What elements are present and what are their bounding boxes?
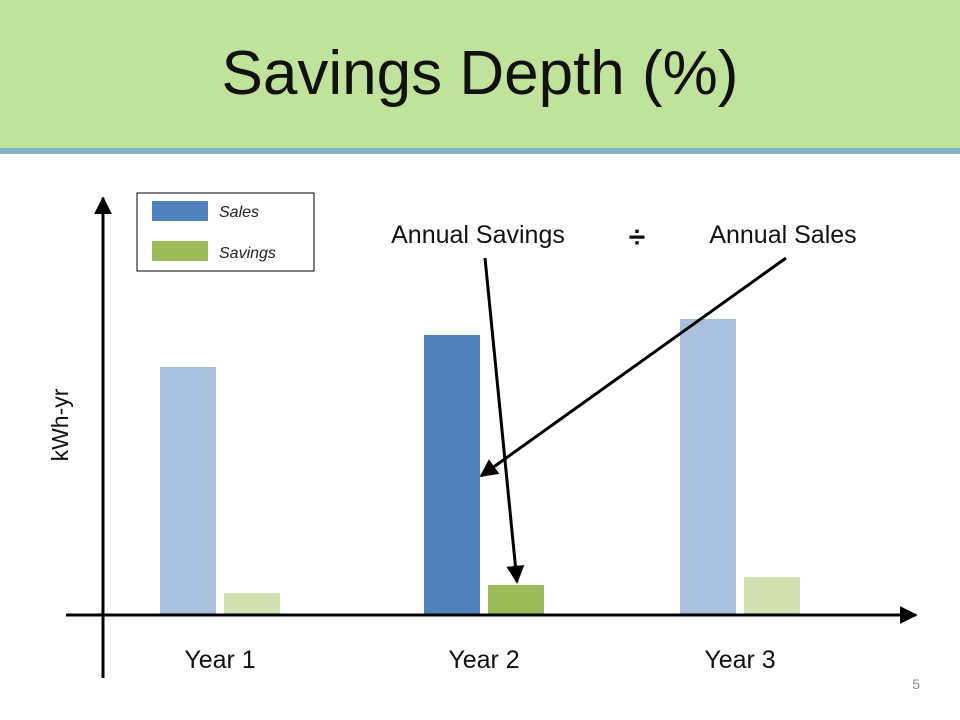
legend: Sales Savings xyxy=(136,192,315,272)
bar-sales-year-3 xyxy=(680,319,736,615)
bar-savings-year-1 xyxy=(224,593,280,615)
legend-swatch-savings xyxy=(152,241,208,261)
x-tick-label: Year 2 xyxy=(448,646,519,674)
bar-sales-year-2 xyxy=(424,335,480,615)
title-band xyxy=(0,0,960,148)
annual-savings-annotation: Annual Savings xyxy=(391,221,565,249)
bar-sales-year-1 xyxy=(160,367,216,615)
legend-label-savings: Savings xyxy=(219,245,276,262)
title-divider xyxy=(0,148,960,154)
divide-icon: ÷ xyxy=(629,221,645,254)
bar-savings-year-2 xyxy=(488,585,544,615)
x-tick-label: Year 3 xyxy=(704,646,775,674)
slide-title: Savings Depth (%) xyxy=(221,39,739,108)
slide-number: 5 xyxy=(912,676,920,692)
legend-label-sales: Sales xyxy=(219,204,259,221)
legend-swatch-sales xyxy=(152,201,208,221)
sales-pointer-arrow xyxy=(479,256,787,478)
savings-pointer-arrow xyxy=(483,257,525,584)
y-axis-label: kWh-yr xyxy=(47,388,73,461)
annual-sales-annotation: Annual Sales xyxy=(709,221,856,249)
bar-savings-year-3 xyxy=(744,577,800,615)
x-tick-label: Year 1 xyxy=(184,646,255,674)
